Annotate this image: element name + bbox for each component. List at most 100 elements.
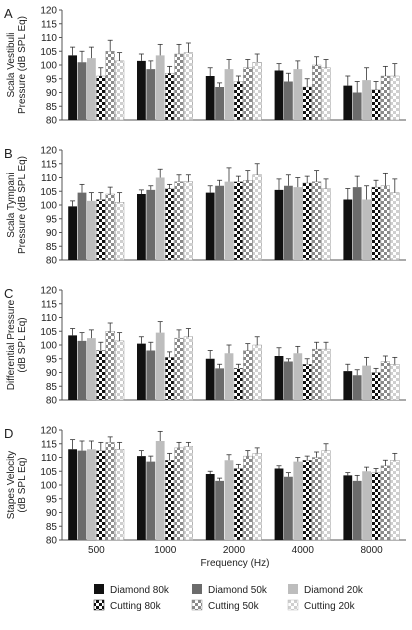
bar-b-cutting-20k-500 [114,202,125,261]
bar-d-diamond-50k-4000 [284,476,293,540]
bar-a-diamond-20k-500 [87,58,96,120]
bar-d-cutting-80k-2000 [233,468,244,541]
bar-b-cutting-50k-4000 [312,181,322,261]
y-tick-label-a-110: 110 [41,33,57,44]
y-axis-label-b-line-1: Scala Tympani [6,172,17,237]
y-tick-label-c-80: 80 [46,396,58,407]
bar-b-diamond-50k-8000 [352,187,362,260]
y-tick-label-a-80: 80 [46,116,58,127]
bar-b-diamond-20k-8000 [362,199,371,260]
y-axis-label-b-line-2: Pressure (dB SPL Eq) [17,156,28,254]
bar-a-cutting-80k-2000 [233,81,244,121]
bar-c-diamond-50k-8000 [352,375,362,400]
legend-label-cutting-50k: Cutting 50k [208,601,260,612]
bar-c-diamond-20k-500 [87,338,96,400]
bar-b-diamond-50k-500 [77,192,87,260]
bar-d-diamond-80k-4000 [274,468,284,540]
y-tick-label-d-95: 95 [46,494,58,505]
panel-label-c: C [4,286,13,301]
bar-d-cutting-20k-2000 [252,453,262,541]
x-tick-label-500: 500 [88,545,105,556]
bar-d-cutting-20k-1000 [183,446,194,541]
bar-c-diamond-80k-500 [68,335,77,400]
y-tick-label-b-80: 80 [46,256,58,267]
x-tick-label-2000: 2000 [223,545,246,556]
bar-a-cutting-20k-500 [114,60,125,121]
bar-c-diamond-80k-1000 [137,343,146,400]
y-tick-label-a-95: 95 [46,74,58,85]
bar-a-cutting-20k-8000 [390,75,400,121]
y-tick-label-b-90: 90 [46,228,58,239]
legend-swatch-cutting-80k [93,599,105,611]
bar-b-diamond-80k-1000 [137,194,146,260]
y-tick-label-c-115: 115 [41,299,57,310]
bar-d-diamond-20k-500 [87,449,96,540]
y-tick-label-d-110: 110 [41,453,57,464]
y-axis-label-d-line-2: (dB SPL Eq) [17,457,28,512]
bar-d-cutting-80k-500 [96,450,106,541]
y-tick-label-c-95: 95 [46,354,58,365]
bar-c-cutting-50k-2000 [243,350,253,401]
y-tick-label-c-105: 105 [40,327,57,338]
bar-d-diamond-80k-1000 [137,456,146,540]
bar-b-diamond-20k-2000 [224,181,234,260]
legend-label-diamond-80k: Diamond 80k [110,585,170,596]
y-tick-label-a-105: 105 [40,47,57,58]
y-tick-label-c-85: 85 [46,382,58,393]
bar-d-diamond-20k-4000 [293,461,303,540]
bar-a-diamond-20k-2000 [224,69,234,120]
panel-label-d: D [4,426,13,441]
bar-c-cutting-80k-2000 [233,368,244,401]
bar-b-diamond-80k-8000 [343,199,353,260]
legend-swatch-cutting-20k [287,599,299,611]
y-tick-label-c-90: 90 [46,368,58,379]
bar-d-diamond-20k-8000 [362,471,371,540]
bar-c-diamond-50k-1000 [146,350,156,400]
bar-c-cutting-80k-500 [96,350,106,401]
bar-d-diamond-50k-1000 [146,461,156,540]
legend-swatch-diamond-80k [94,584,104,594]
bar-c-diamond-20k-4000 [293,353,303,400]
bar-a-cutting-20k-4000 [321,67,331,121]
bar-a-diamond-80k-1000 [137,60,146,120]
bar-b-diamond-80k-4000 [274,189,284,260]
bar-c-diamond-50k-4000 [284,361,293,400]
y-tick-label-b-100: 100 [40,201,57,212]
bar-c-diamond-20k-2000 [224,353,234,400]
bar-d-cutting-50k-1000 [174,447,184,541]
legend-label-cutting-20k: Cutting 20k [304,601,356,612]
bar-c-diamond-50k-500 [77,340,87,400]
bar-c-diamond-80k-8000 [343,371,353,400]
bar-b-cutting-20k-8000 [390,192,400,261]
bar-c-diamond-20k-1000 [155,332,165,400]
bar-b-cutting-80k-1000 [164,188,175,261]
y-axis-label-c-line-1: Differential Pressure [6,299,17,390]
bar-d-diamond-50k-8000 [352,480,362,540]
bar-b-diamond-50k-1000 [146,189,156,260]
y-tick-label-c-110: 110 [41,313,57,324]
bar-b-cutting-80k-2000 [233,181,244,261]
legend-swatch-diamond-50k [192,584,202,594]
y-tick-label-a-115: 115 [41,19,57,30]
legend-label-cutting-80k: Cutting 80k [110,601,162,612]
y-tick-label-d-115: 115 [41,439,57,450]
bar-a-cutting-80k-8000 [371,89,381,121]
bar-c-cutting-80k-4000 [302,364,312,401]
bar-c-cutting-20k-4000 [321,348,331,401]
bar-d-cutting-20k-500 [114,449,125,541]
legend-label-diamond-20k: Diamond 20k [304,585,364,596]
bar-a-diamond-50k-2000 [215,87,224,120]
y-tick-label-d-105: 105 [40,467,57,478]
bar-a-diamond-20k-8000 [362,80,371,120]
legend-swatch-diamond-20k [288,584,298,594]
bar-b-diamond-20k-4000 [293,187,303,260]
bar-d-cutting-80k-4000 [302,460,312,541]
bar-d-cutting-50k-500 [105,442,115,541]
y-tick-label-b-105: 105 [40,187,57,198]
legend: Diamond 80k Diamond 50k Diamond 20k Cutt… [93,584,364,612]
y-tick-label-d-100: 100 [40,481,57,492]
x-tick-label-4000: 4000 [292,545,315,556]
bar-c-diamond-50k-2000 [215,368,224,400]
bar-a-cutting-80k-500 [96,75,106,121]
